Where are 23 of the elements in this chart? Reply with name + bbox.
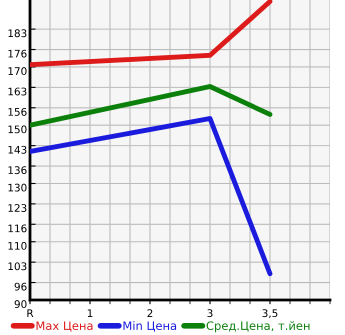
x-tick-label: 3,5	[262, 309, 278, 318]
y-tick-label: 163	[8, 88, 26, 96]
y-tick-label: 123	[8, 204, 26, 212]
x-tick-label: 3	[207, 309, 212, 318]
y-tick-label: 170	[8, 67, 27, 76]
y-tick-label: 103	[8, 262, 26, 270]
legend-label: Сред.Цена, т.йен	[206, 321, 310, 332]
y-tick-label: 116	[8, 224, 27, 232]
x-tick-label: 1	[88, 309, 92, 317]
y-tick-label: 96	[14, 282, 27, 291]
legend-label: Min Цена	[123, 321, 176, 332]
y-tick-label: 110	[8, 242, 27, 250]
y-tick-label: 150	[8, 125, 27, 134]
y-tick-label: 143	[8, 146, 26, 154]
y-tick-label: 136	[8, 166, 27, 174]
y-tick-label: 176	[8, 50, 27, 58]
x-tick-label: R	[27, 309, 34, 317]
y-tick-label: 90	[14, 300, 27, 308]
legend-label: Max Цена	[36, 321, 92, 332]
y-tick-label: 130	[8, 184, 27, 192]
y-tick-label: 183	[8, 29, 26, 38]
x-tick-label: 2	[147, 309, 152, 317]
y-tick-label: 156	[8, 108, 27, 116]
